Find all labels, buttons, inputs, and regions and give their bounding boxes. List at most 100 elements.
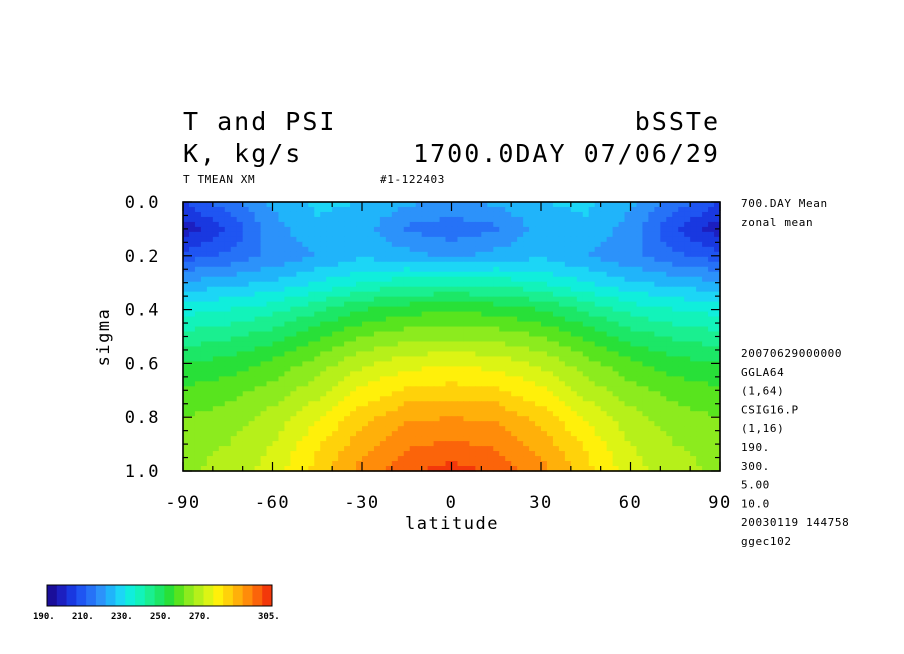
heatmap-cell (457, 206, 465, 213)
heatmap-cell (385, 386, 393, 392)
heatmap-cell (356, 301, 363, 308)
heatmap-cell (379, 371, 387, 377)
heatmap-cell (290, 461, 297, 467)
heatmap-cell (535, 441, 542, 447)
heatmap-cell (499, 281, 506, 288)
heatmap-cell (600, 436, 608, 442)
heatmap-cell (558, 236, 566, 243)
heatmap-cell (714, 231, 721, 238)
x-tick-label: -60 (255, 493, 290, 513)
heatmap-cell (457, 341, 465, 348)
heatmap-cell (469, 446, 476, 452)
heatmap-cell (350, 456, 357, 462)
heatmap-cell (505, 371, 512, 377)
heatmap-cell (648, 361, 655, 367)
heatmap-cell (487, 261, 494, 268)
heatmap-cell (606, 401, 614, 407)
heatmap-cell (421, 296, 429, 303)
heatmap-cell (206, 456, 214, 462)
heatmap-cell (606, 351, 614, 358)
heatmap-cell (367, 221, 375, 228)
heatmap-cell (481, 226, 488, 233)
heatmap-cell (415, 256, 423, 263)
heatmap-cell (218, 446, 226, 452)
heatmap-cell (582, 366, 590, 372)
heatmap-cell (296, 206, 303, 213)
heatmap-cell (421, 451, 429, 457)
colorbar-swatch (154, 585, 165, 606)
heatmap-cell (511, 226, 518, 233)
heatmap-cell (523, 436, 530, 442)
heatmap-cell (320, 371, 327, 377)
heatmap-cell (535, 336, 542, 343)
heatmap-cell (439, 451, 447, 457)
heatmap-cell (260, 321, 268, 328)
heatmap-cell (463, 451, 470, 457)
heatmap-cell (290, 326, 297, 333)
heatmap-cell (630, 371, 638, 377)
heatmap-cell (356, 286, 363, 293)
heatmap-cell (379, 326, 387, 333)
heatmap-cell (469, 411, 476, 417)
heatmap-cell (362, 356, 369, 363)
heatmap-cell (367, 306, 375, 313)
heatmap-cell (385, 221, 393, 228)
heatmap-cell (672, 361, 679, 367)
heatmap-cell (493, 346, 500, 353)
heatmap-cell (487, 386, 494, 392)
heatmap-cell (224, 361, 232, 367)
heatmap-cell (714, 356, 721, 363)
heatmap-cell (236, 296, 244, 303)
heatmap-cell (493, 226, 500, 233)
heatmap-cell (362, 451, 369, 457)
heatmap-cell (714, 331, 721, 338)
heatmap-cell (451, 401, 459, 407)
colorbar-swatch (95, 585, 107, 606)
heatmap-cell (421, 216, 429, 223)
heatmap-cell (224, 461, 232, 467)
heatmap-cell (696, 221, 703, 228)
heatmap-cell (332, 211, 339, 218)
heatmap-cell (421, 326, 429, 333)
heatmap-cell (451, 366, 459, 372)
heatmap-cell (212, 246, 220, 253)
heatmap-cell (248, 431, 256, 437)
heatmap-cell (588, 436, 596, 442)
heatmap-cell (338, 241, 345, 248)
heatmap-cell (230, 451, 238, 457)
heatmap-cell (314, 202, 321, 208)
heatmap-cell (666, 286, 673, 293)
heatmap-cell (576, 241, 584, 248)
heatmap-cell (236, 226, 244, 233)
heatmap-cell (326, 401, 333, 407)
heatmap-cell (606, 316, 614, 323)
heatmap-cell (367, 281, 375, 288)
heatmap-cell (535, 226, 542, 233)
heatmap-cell (588, 356, 596, 363)
heatmap-cell (666, 261, 673, 268)
heatmap-cell (362, 341, 369, 348)
heatmap-cell (499, 386, 506, 392)
heatmap-cell (415, 441, 423, 447)
heatmap-cell (367, 411, 375, 417)
heatmap-cell (690, 202, 697, 208)
heatmap-cell (296, 226, 303, 233)
heatmap-cell (290, 271, 297, 278)
heatmap-cell (708, 206, 715, 213)
heatmap-cell (588, 456, 596, 462)
heatmap-cell (558, 226, 566, 233)
heatmap-cell (356, 236, 363, 243)
heatmap-cell (451, 441, 459, 447)
heatmap-cell (242, 202, 250, 208)
heatmap-cell (582, 321, 590, 328)
heatmap-cell (344, 216, 351, 223)
heatmap-cell (367, 386, 375, 392)
heatmap-cell (702, 461, 709, 467)
heatmap-cell (427, 356, 435, 363)
heatmap-cell (224, 391, 232, 397)
heatmap-cell (493, 306, 500, 313)
heatmap-cell (260, 356, 268, 363)
heatmap-cell (493, 351, 500, 358)
x-axis-label: latitude (405, 514, 499, 534)
heatmap-cell (481, 206, 488, 213)
